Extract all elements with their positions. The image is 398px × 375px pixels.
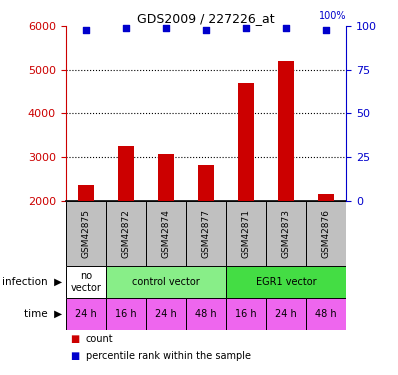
Text: infection  ▶: infection ▶	[2, 277, 62, 287]
Text: ■: ■	[70, 334, 79, 344]
Text: control vector: control vector	[132, 277, 200, 287]
Bar	[238, 83, 254, 288]
Point	[82, 27, 89, 33]
Text: time  ▶: time ▶	[23, 309, 62, 319]
Bar	[306, 298, 346, 330]
Text: GSM42872: GSM42872	[121, 209, 130, 258]
Text: ■: ■	[70, 351, 79, 361]
Bar	[226, 298, 266, 330]
Point	[243, 25, 249, 31]
Bar	[186, 201, 226, 266]
Text: 48 h: 48 h	[315, 309, 337, 319]
Point	[123, 25, 129, 31]
Bar	[198, 165, 214, 288]
Text: 16 h: 16 h	[115, 309, 137, 319]
Text: no
vector: no vector	[70, 272, 101, 293]
Bar	[266, 201, 306, 266]
Text: 24 h: 24 h	[275, 309, 297, 319]
Bar	[66, 201, 106, 266]
Title: GDS2009 / 227226_at: GDS2009 / 227226_at	[137, 12, 275, 25]
Bar	[106, 266, 226, 298]
Text: 24 h: 24 h	[75, 309, 97, 319]
Bar	[266, 298, 306, 330]
Bar	[66, 266, 106, 298]
Bar	[146, 201, 186, 266]
Text: 16 h: 16 h	[235, 309, 257, 319]
Text: count: count	[86, 334, 113, 344]
Bar	[158, 153, 174, 288]
Bar	[226, 201, 266, 266]
Bar	[186, 298, 226, 330]
Bar	[118, 146, 134, 288]
Bar	[318, 194, 334, 288]
Text: EGR1 vector: EGR1 vector	[256, 277, 316, 287]
Point	[203, 27, 209, 33]
Text: 48 h: 48 h	[195, 309, 217, 319]
Text: GSM42874: GSM42874	[161, 209, 170, 258]
Text: GSM42871: GSM42871	[242, 209, 251, 258]
Bar	[226, 266, 346, 298]
Text: 100%: 100%	[319, 11, 346, 21]
Text: GSM42876: GSM42876	[322, 209, 331, 258]
Text: GSM42877: GSM42877	[201, 209, 211, 258]
Bar	[278, 61, 294, 288]
Bar	[66, 298, 106, 330]
Text: percentile rank within the sample: percentile rank within the sample	[86, 351, 251, 361]
Text: GSM42873: GSM42873	[282, 209, 291, 258]
Bar	[106, 201, 146, 266]
Point	[283, 25, 289, 31]
Bar	[146, 298, 186, 330]
Bar	[106, 298, 146, 330]
Text: 24 h: 24 h	[155, 309, 177, 319]
Point	[323, 27, 330, 33]
Bar	[78, 185, 94, 288]
Text: GSM42875: GSM42875	[81, 209, 90, 258]
Bar	[306, 201, 346, 266]
Point	[163, 25, 169, 31]
